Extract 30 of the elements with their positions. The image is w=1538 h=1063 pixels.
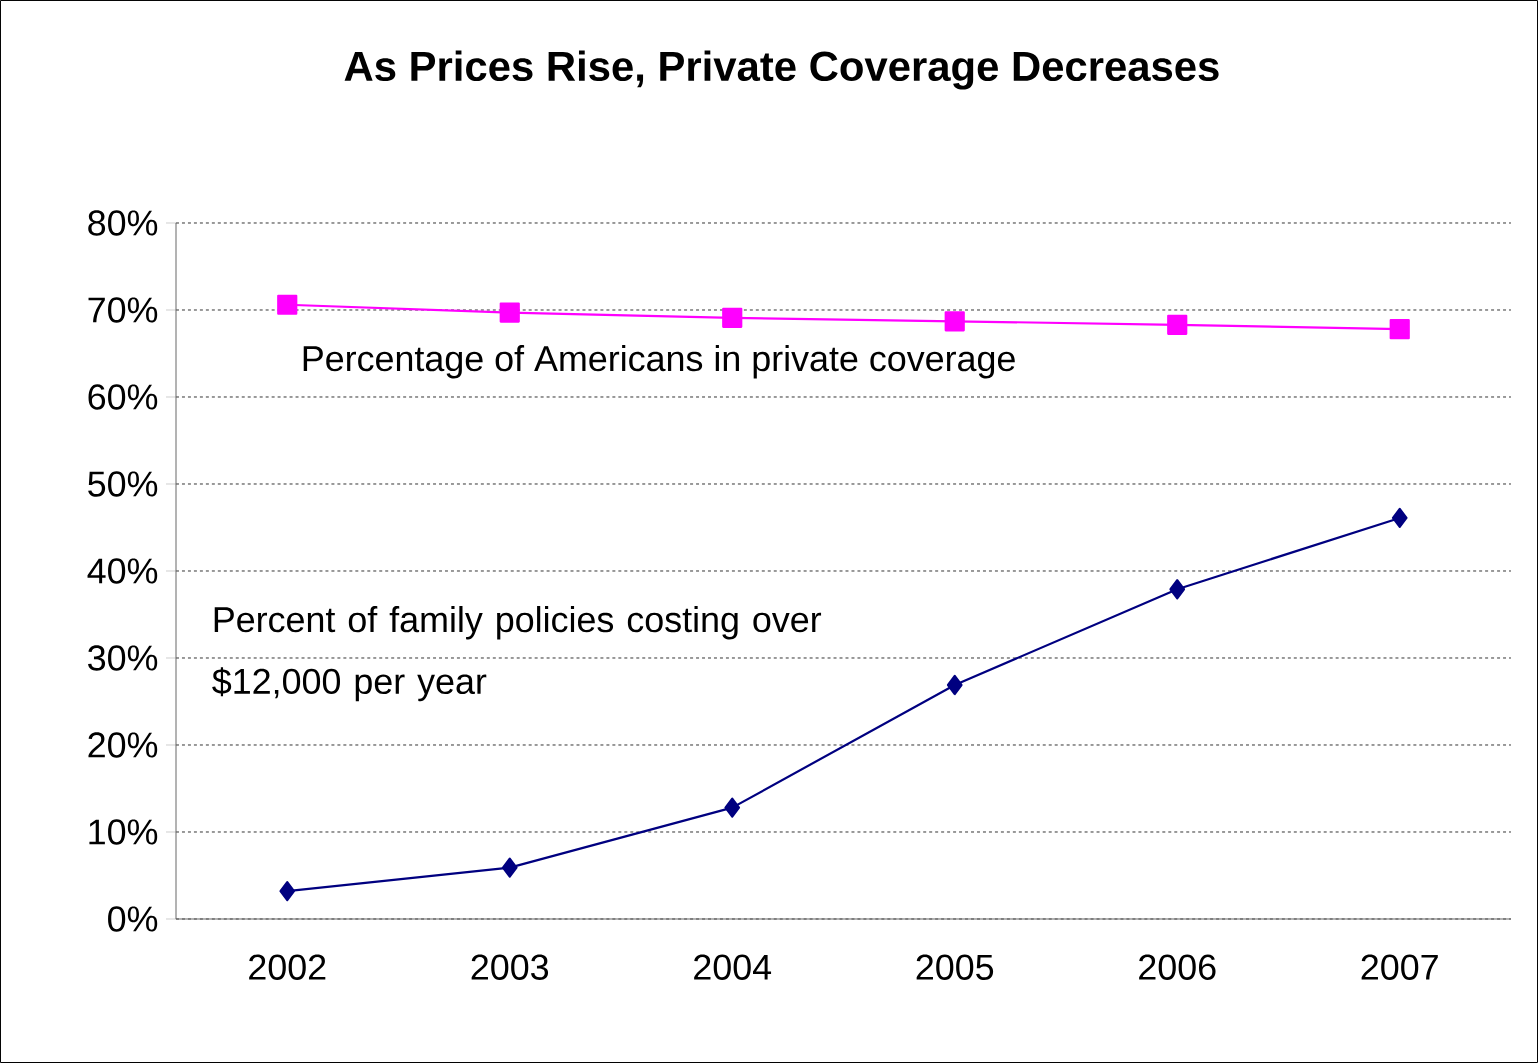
point bbox=[1389, 319, 1410, 340]
series-label: Percent of family policies costing over $12,000 per year bbox=[212, 606, 822, 702]
point bbox=[724, 797, 741, 818]
y-tick-label: 0% bbox=[108, 906, 158, 932]
y-tick-label: 30% bbox=[88, 645, 158, 671]
point bbox=[277, 294, 298, 315]
point bbox=[501, 857, 518, 878]
y-tick-label: 50% bbox=[88, 471, 158, 497]
y-tick-label: 10% bbox=[89, 819, 158, 845]
x-tick-label: 2003 bbox=[471, 954, 549, 980]
x-tick-label: 2005 bbox=[916, 954, 994, 980]
y-tick-label: 20% bbox=[88, 732, 158, 758]
point bbox=[722, 307, 743, 328]
chart-title: As Prices Rise, Private Coverage Decreases bbox=[344, 50, 1219, 90]
point bbox=[944, 311, 965, 332]
x-tick-label: 2007 bbox=[1361, 954, 1438, 980]
y-tick-label: 70% bbox=[88, 297, 158, 323]
point bbox=[499, 302, 520, 323]
y-tick-label: 60% bbox=[88, 384, 158, 410]
point bbox=[946, 674, 963, 696]
x-tick-label: 2006 bbox=[1139, 954, 1216, 980]
x-tick-label: 2004 bbox=[694, 954, 772, 980]
x-tick-label: 2002 bbox=[249, 954, 326, 980]
series-label: Percentage of Americans in private coverage bbox=[303, 345, 1015, 379]
y-tick-label: 40% bbox=[87, 558, 158, 584]
point bbox=[1391, 507, 1408, 529]
point bbox=[1167, 314, 1188, 335]
y-tick-label: 80% bbox=[88, 210, 158, 236]
point bbox=[1169, 579, 1186, 600]
point bbox=[279, 881, 296, 902]
